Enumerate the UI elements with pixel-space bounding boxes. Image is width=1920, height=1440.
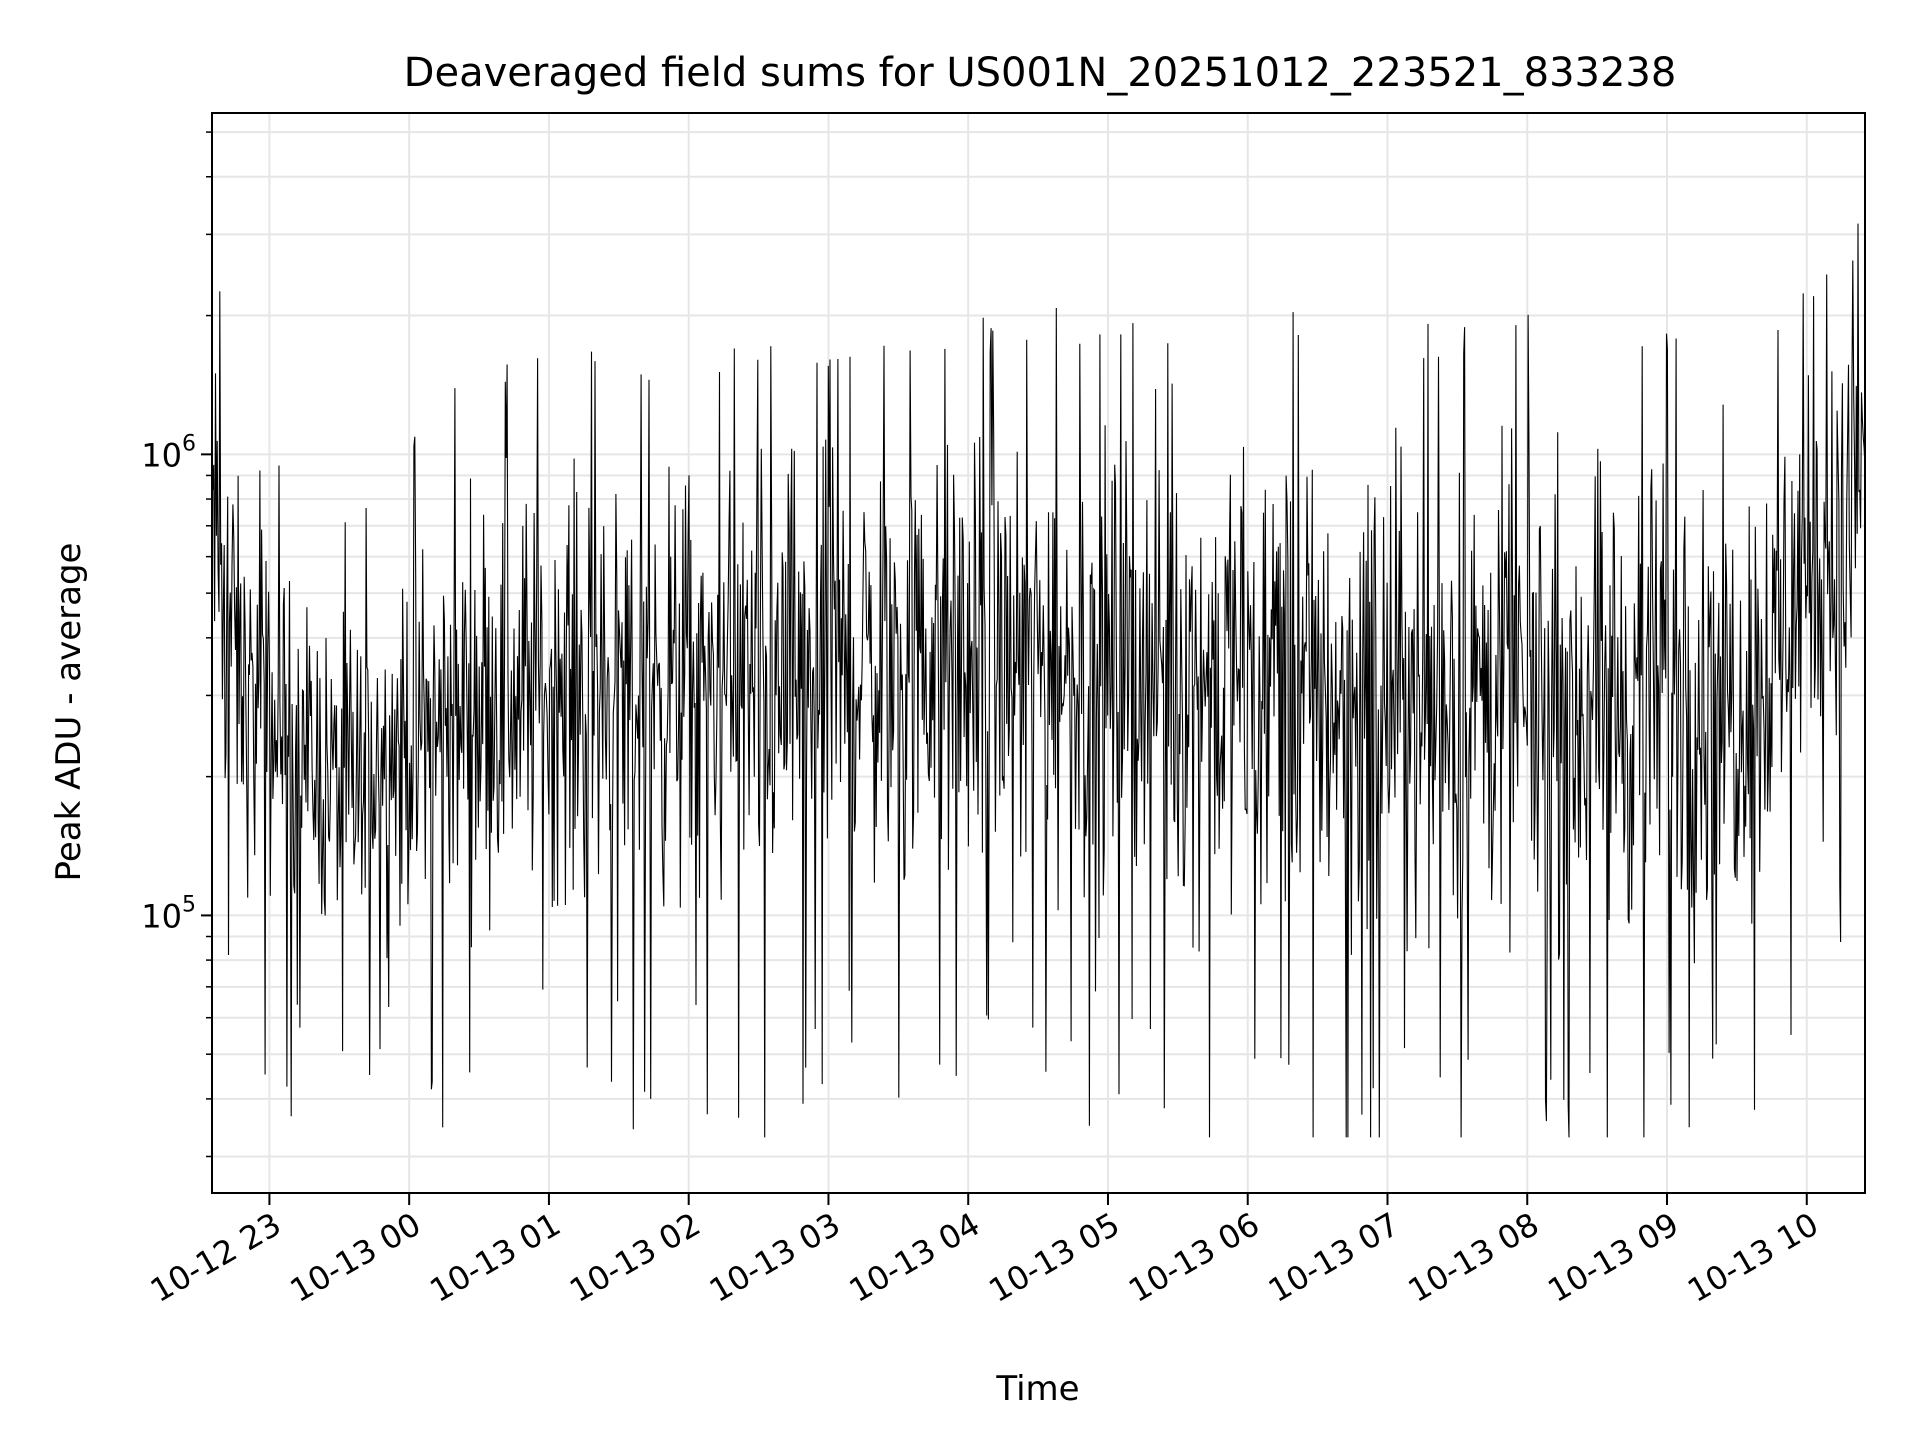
y-tick-label: 10 (141, 897, 182, 935)
x-axis-label: Time (995, 1369, 1079, 1409)
y-axis-label: Peak ADU - average (49, 543, 89, 882)
y-tick-label-exponent: 5 (182, 892, 196, 917)
series-line (211, 223, 1866, 1138)
series (211, 223, 1866, 1138)
y-tick-label: 10 (141, 436, 182, 474)
y-tick-label-exponent: 6 (182, 431, 196, 456)
chart-title: Deaveraged field sums for US001N_2025101… (404, 50, 1677, 96)
plot-frame (211, 112, 1866, 1194)
